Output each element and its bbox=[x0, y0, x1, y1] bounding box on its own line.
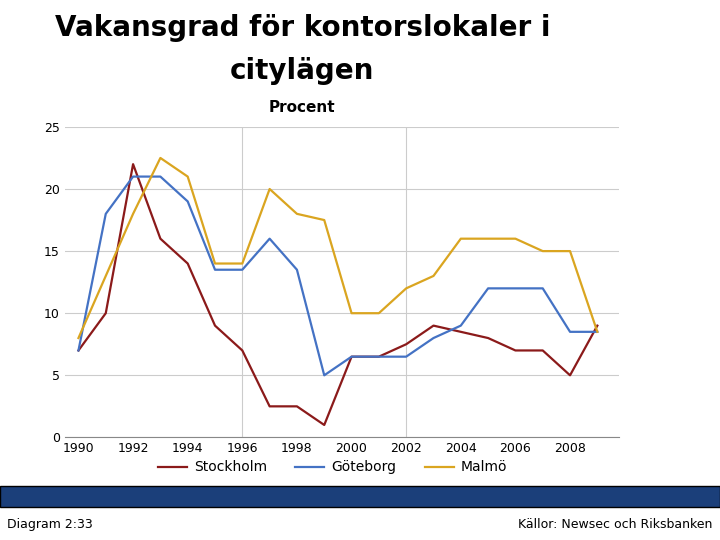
Text: Diagram 2:33: Diagram 2:33 bbox=[7, 518, 93, 531]
Text: Göteborg: Göteborg bbox=[331, 460, 396, 474]
Text: Källor: Newsec och Riksbanken: Källor: Newsec och Riksbanken bbox=[518, 518, 713, 531]
Text: citylägen: citylägen bbox=[230, 57, 374, 85]
Text: Stockholm: Stockholm bbox=[194, 460, 268, 474]
Text: Vakansgrad för kontorslokaler i: Vakansgrad för kontorslokaler i bbox=[55, 14, 550, 42]
Text: Procent: Procent bbox=[269, 100, 336, 115]
Text: Malmö: Malmö bbox=[461, 460, 508, 474]
Text: SVERIGES
RIKSBANK: SVERIGES RIKSBANK bbox=[621, 79, 665, 99]
